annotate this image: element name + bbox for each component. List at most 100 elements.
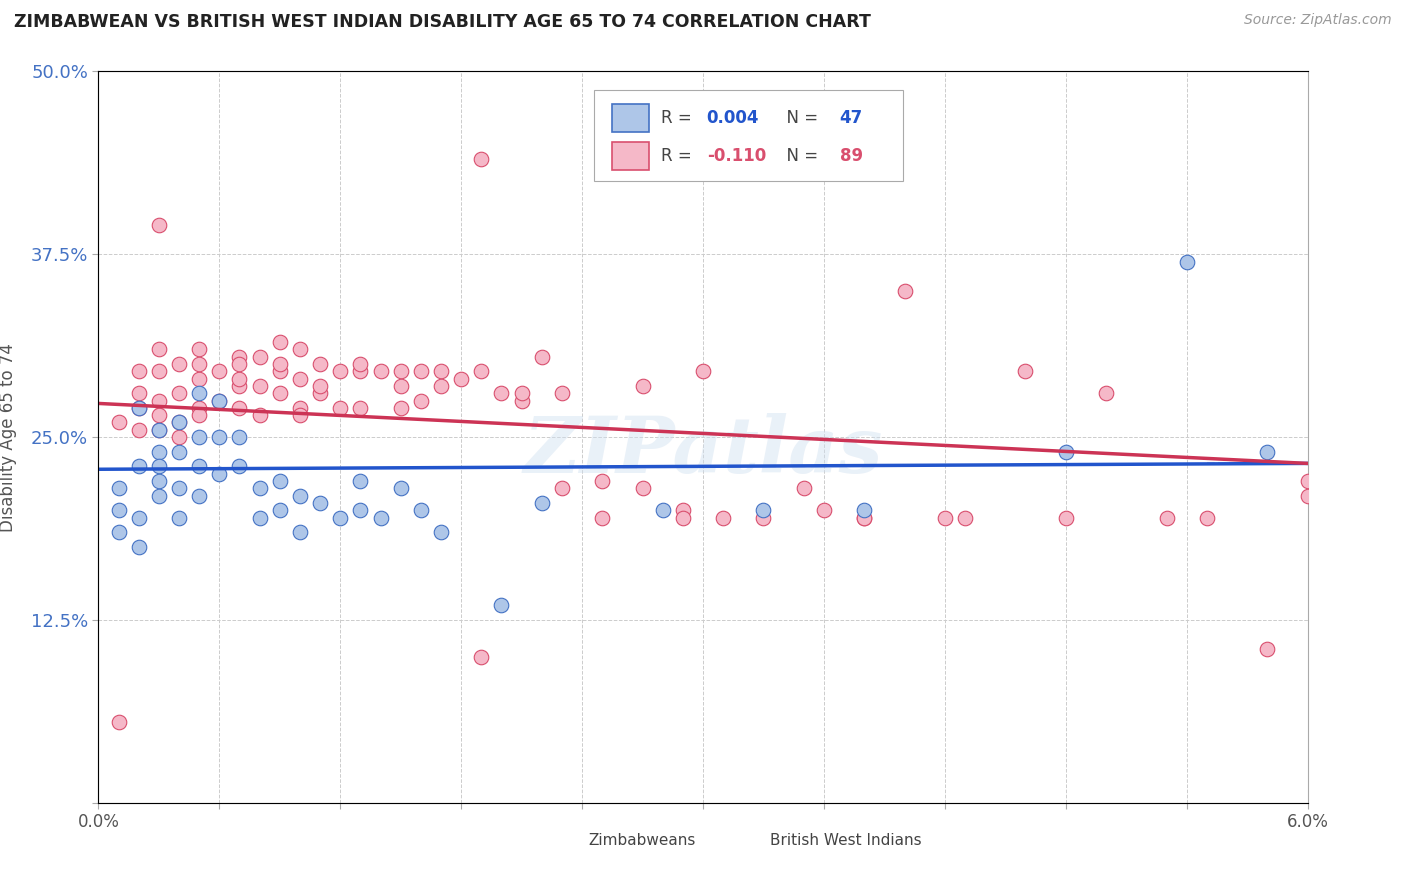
Point: [389, 364, 412, 378]
Point: [1014, 364, 1036, 378]
Point: [269, 503, 291, 517]
Point: [228, 350, 250, 364]
Text: ZIPatlas: ZIPatlas: [523, 414, 883, 490]
Text: -0.110: -0.110: [707, 147, 766, 165]
Text: 0.004: 0.004: [707, 109, 759, 128]
Point: [349, 357, 371, 371]
Text: ZIMBABWEAN VS BRITISH WEST INDIAN DISABILITY AGE 65 TO 74 CORRELATION CHART: ZIMBABWEAN VS BRITISH WEST INDIAN DISABI…: [14, 13, 870, 31]
Text: R =: R =: [661, 147, 697, 165]
Point: [853, 503, 876, 517]
FancyBboxPatch shape: [558, 832, 582, 850]
Point: [631, 379, 654, 393]
Point: [128, 364, 150, 378]
Point: [228, 379, 250, 393]
Point: [470, 364, 492, 378]
Point: [148, 489, 170, 503]
Point: [349, 503, 371, 517]
Point: [188, 401, 211, 415]
Point: [1156, 510, 1178, 524]
FancyBboxPatch shape: [595, 90, 903, 181]
Point: [1175, 254, 1198, 268]
Y-axis label: Disability Age 65 to 74: Disability Age 65 to 74: [0, 343, 17, 532]
Point: [752, 510, 775, 524]
Point: [309, 496, 332, 510]
Point: [530, 496, 553, 510]
Point: [188, 459, 211, 474]
Point: [1256, 444, 1278, 458]
Point: [389, 401, 412, 415]
Point: [269, 364, 291, 378]
Point: [249, 350, 271, 364]
Point: [934, 510, 956, 524]
Point: [208, 393, 231, 408]
Point: [167, 430, 190, 444]
Point: [148, 343, 170, 357]
Point: [288, 489, 311, 503]
Point: [953, 510, 976, 524]
Point: [551, 386, 574, 401]
Point: [167, 481, 190, 495]
Point: [128, 423, 150, 437]
Point: [530, 350, 553, 364]
Point: [409, 364, 432, 378]
Point: [349, 401, 371, 415]
Point: [692, 364, 714, 378]
Point: [249, 481, 271, 495]
Point: [349, 364, 371, 378]
Point: [288, 343, 311, 357]
Point: [591, 510, 613, 524]
Point: [167, 416, 190, 430]
Point: [269, 474, 291, 488]
Point: [167, 357, 190, 371]
Point: [107, 525, 129, 540]
Text: R =: R =: [661, 109, 697, 128]
Point: [269, 334, 291, 349]
Point: [1054, 444, 1077, 458]
Point: [167, 510, 190, 524]
Text: Source: ZipAtlas.com: Source: ZipAtlas.com: [1244, 13, 1392, 28]
Point: [470, 649, 492, 664]
Point: [1296, 489, 1319, 503]
Point: [309, 357, 332, 371]
Point: [148, 408, 170, 422]
Point: [208, 430, 231, 444]
Point: [148, 393, 170, 408]
Point: [148, 474, 170, 488]
Point: [228, 357, 250, 371]
Text: N =: N =: [776, 147, 823, 165]
Point: [107, 503, 129, 517]
Point: [329, 364, 352, 378]
Point: [269, 357, 291, 371]
Point: [470, 152, 492, 166]
FancyBboxPatch shape: [613, 143, 648, 170]
Point: [389, 379, 412, 393]
Point: [188, 343, 211, 357]
Point: [591, 474, 613, 488]
Point: [711, 510, 734, 524]
Point: [853, 510, 876, 524]
Point: [409, 503, 432, 517]
Point: [329, 401, 352, 415]
Point: [188, 357, 211, 371]
Point: [188, 408, 211, 422]
Point: [128, 401, 150, 415]
Point: [370, 510, 392, 524]
Point: [631, 481, 654, 495]
Point: [1095, 386, 1118, 401]
Point: [288, 408, 311, 422]
Point: [228, 401, 250, 415]
Point: [651, 503, 673, 517]
Point: [510, 386, 533, 401]
Point: [853, 510, 876, 524]
Point: [148, 218, 170, 232]
Point: [228, 459, 250, 474]
Point: [228, 371, 250, 385]
Point: [450, 371, 472, 385]
Point: [370, 364, 392, 378]
Point: [107, 481, 129, 495]
Point: [1054, 510, 1077, 524]
Text: British West Indians: British West Indians: [769, 833, 921, 848]
Point: [672, 503, 695, 517]
Point: [208, 467, 231, 481]
Point: [288, 525, 311, 540]
